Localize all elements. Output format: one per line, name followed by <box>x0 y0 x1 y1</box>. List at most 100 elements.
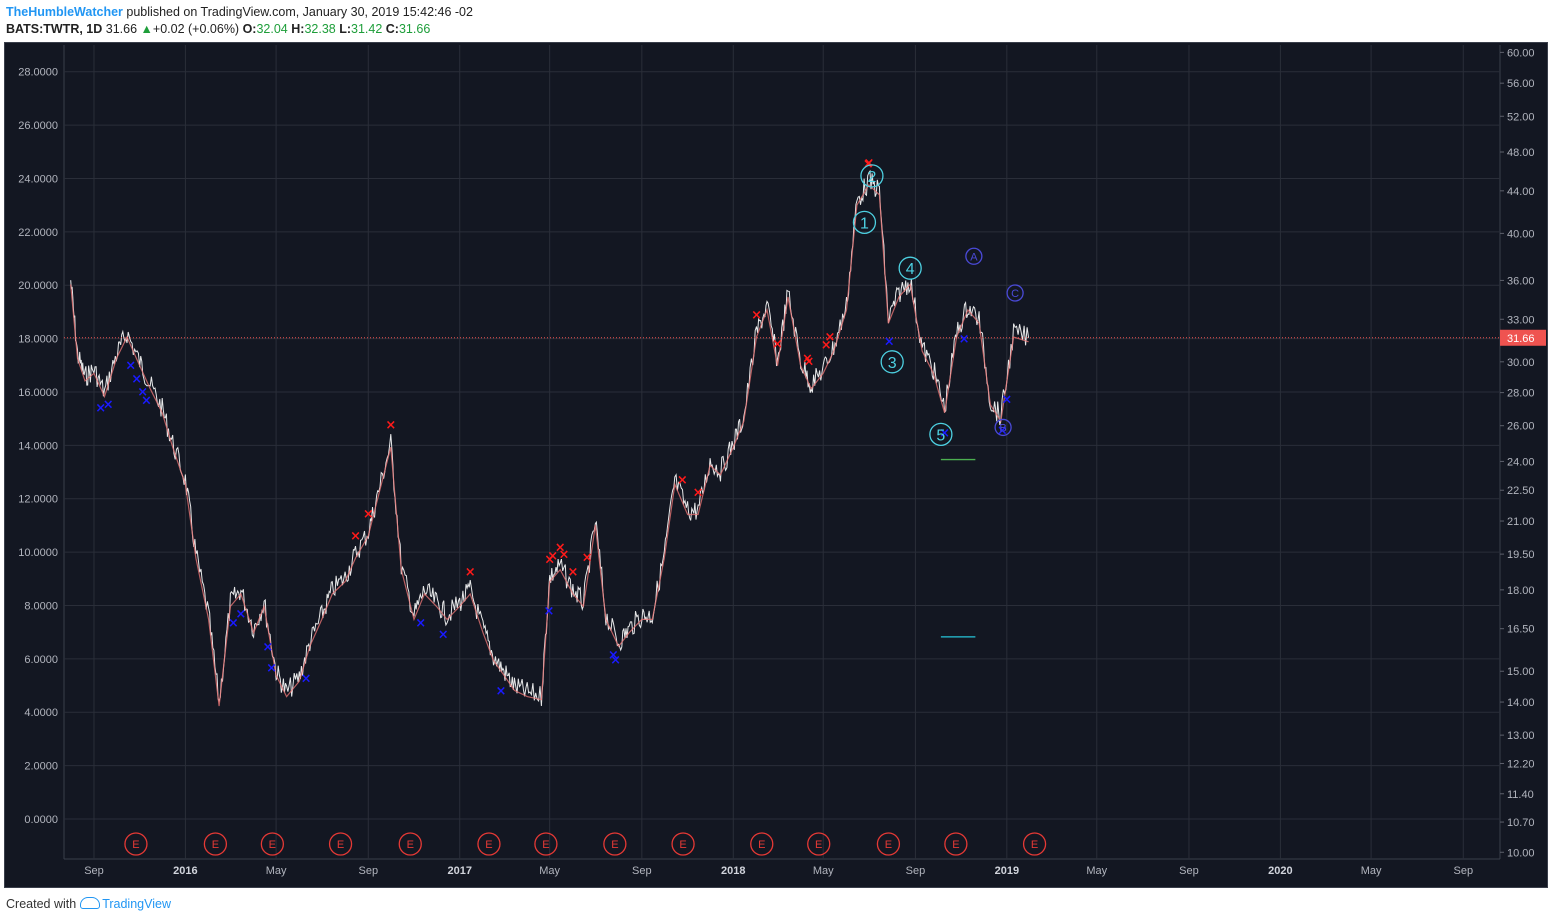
earnings-marker-icon <box>534 832 558 856</box>
left-tick-label: 26.0000 <box>18 120 58 132</box>
earnings-label: E <box>407 839 414 851</box>
wave-label: 1 <box>860 215 869 232</box>
right-tick-label: 16.50 <box>1507 624 1535 636</box>
buy-marker: × <box>495 684 506 699</box>
wave-label: C <box>1011 288 1019 300</box>
x-tick-label: May <box>813 865 834 877</box>
sell-marker: × <box>385 418 396 433</box>
earnings-label: E <box>815 839 822 851</box>
buy-marker: × <box>543 604 554 619</box>
wave-label-circle <box>994 418 1012 437</box>
sell-marker: × <box>582 550 593 565</box>
x-tick-label: 2018 <box>721 865 745 877</box>
wave-label: 4 <box>906 261 915 278</box>
earnings-marker-icon <box>260 832 285 856</box>
chart-canvas[interactable]: Sep 2016 May Sep 2017 May Sep 2018 May Sep 2019 May… <box>5 43 1547 887</box>
earnings-label: E <box>337 839 344 851</box>
sell-marker: × <box>863 156 874 171</box>
sell-marker: × <box>350 529 361 544</box>
symbol-label[interactable]: BATS:TWTR, 1D <box>6 22 103 36</box>
chart-header: TheHumbleWatcher published on TradingVie… <box>0 0 1551 42</box>
x-tick-label: 2016 <box>173 865 197 877</box>
x-tick-label: Sep <box>358 865 378 877</box>
sell-marker: × <box>693 486 704 501</box>
sell-marker: × <box>821 338 832 353</box>
buy-marker: × <box>266 661 277 676</box>
wave-label-circle <box>965 247 983 265</box>
left-tick-label: 8.0000 <box>24 600 58 612</box>
right-tick-label: 36.00 <box>1507 275 1535 287</box>
wave-label: B <box>999 422 1006 434</box>
right-tick-label: 12.20 <box>1507 758 1535 770</box>
last-price-tag <box>1500 329 1546 346</box>
earnings-label: E <box>1031 839 1038 851</box>
right-tick-label: 26.00 <box>1507 421 1535 433</box>
buy-marker: × <box>103 397 114 412</box>
left-tick-label: 16.0000 <box>18 387 58 399</box>
buy-marker: × <box>939 426 950 441</box>
sell-marker: × <box>863 157 874 172</box>
price-change: +0.02 (+0.06%) <box>152 22 240 36</box>
sell-marker: × <box>772 337 783 352</box>
right-tick-label: 40.00 <box>1507 228 1535 240</box>
earnings-marker-icon <box>807 832 831 856</box>
sell-marker: × <box>751 308 762 323</box>
sell-marker: × <box>677 473 688 488</box>
right-tick-label: 48.00 <box>1507 147 1535 159</box>
buy-marker: × <box>608 648 619 663</box>
left-tick-label: 0.0000 <box>24 814 58 826</box>
earnings-marker-icon <box>603 832 627 856</box>
wave-label-circle <box>929 422 953 447</box>
left-tick-label: 14.0000 <box>18 440 58 452</box>
earnings-label: E <box>269 839 276 851</box>
left-tick-label: 6.0000 <box>24 654 58 666</box>
buy-marker: × <box>262 640 273 655</box>
buy-marker: × <box>610 653 621 668</box>
wave-label: 5 <box>936 427 945 444</box>
sell-marker: × <box>802 351 813 366</box>
wave-label: 3 <box>888 355 897 372</box>
buy-marker: × <box>228 616 239 631</box>
x-tick-label: Sep <box>1453 865 1473 877</box>
earnings-label: E <box>611 839 618 851</box>
x-tick-label: Sep <box>1179 865 1199 877</box>
x-tick-label: Sep <box>632 865 652 877</box>
right-tick-label: 11.40 <box>1507 789 1534 801</box>
up-arrow-icon: ▲ <box>140 22 153 36</box>
buy-marker: × <box>125 358 136 373</box>
x-tick-label: 2020 <box>1268 865 1292 877</box>
earnings-marker-icon <box>398 832 422 856</box>
left-tick-label: 10.0000 <box>18 547 58 559</box>
right-tick-label: 33.00 <box>1507 314 1535 326</box>
earnings-label: E <box>485 839 492 851</box>
author-link[interactable]: TheHumbleWatcher <box>6 5 123 19</box>
price-chart[interactable]: Sep 2016 May Sep 2017 May Sep 2018 May Sep 2019 May… <box>4 42 1548 888</box>
sell-marker: × <box>544 553 555 568</box>
buy-marker: × <box>235 607 246 622</box>
x-tick-label: 2019 <box>995 865 1019 877</box>
buy-marker: × <box>438 628 449 643</box>
earnings-marker-icon <box>1022 832 1047 856</box>
left-tick-label: 2.0000 <box>24 761 58 773</box>
buy-marker: × <box>415 616 426 631</box>
sell-marker: × <box>555 541 566 556</box>
moving-average-line <box>70 183 1029 707</box>
x-tick-label: May <box>1086 865 1107 877</box>
buy-marker: × <box>131 372 142 387</box>
right-tick-label: 60.00 <box>1507 47 1535 59</box>
earnings-marker-icon <box>876 832 901 856</box>
x-tick-label: May <box>1361 865 1382 877</box>
wave-label: 2 <box>867 169 876 186</box>
x-tick-label: May <box>539 865 560 877</box>
left-tick-label: 18.0000 <box>18 334 58 346</box>
right-tick-label: 52.00 <box>1507 111 1535 123</box>
earnings-label: E <box>952 839 959 851</box>
earnings-label: E <box>542 839 549 851</box>
close-value: 31.66 <box>398 22 431 36</box>
publish-info: published on TradingView.com, January 30… <box>126 5 473 19</box>
buy-marker: × <box>997 423 1008 438</box>
tradingview-link[interactable]: TradingView <box>102 897 171 911</box>
sell-marker: × <box>804 355 815 370</box>
buy-marker: × <box>1001 393 1012 408</box>
high-label: H: <box>291 22 305 36</box>
